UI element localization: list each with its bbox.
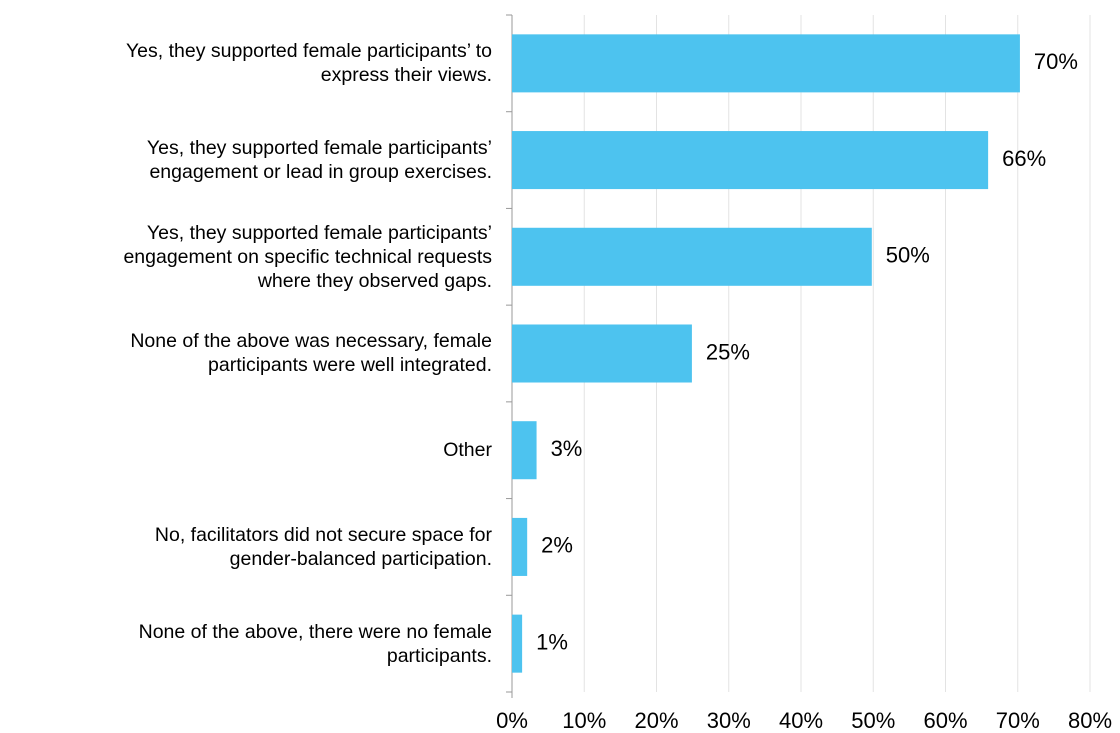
bar: [512, 131, 989, 190]
x-tick-label: 20%: [634, 708, 678, 733]
y-tick-label: Yes, they supported female participants’…: [125, 40, 492, 87]
data-label: 3%: [551, 436, 583, 461]
category-label-box: Yes, they supported female participants’…: [0, 112, 492, 209]
x-tick-label: 50%: [851, 708, 895, 733]
data-label: 70%: [1034, 49, 1078, 74]
bar: [512, 227, 872, 286]
y-tick-label: Yes, they supported female participants’…: [146, 137, 492, 184]
bar: [512, 324, 692, 383]
y-tick-label: Other: [443, 439, 492, 462]
x-tick-label: 10%: [562, 708, 606, 733]
category-label-box: None of the above, there were no female …: [0, 595, 492, 692]
category-label-box: No, facilitators did not secure space fo…: [0, 499, 492, 596]
y-tick-label: None of the above was necessary, female …: [130, 330, 492, 377]
y-tick-label: None of the above, there were no female …: [138, 620, 492, 667]
data-label: 66%: [1002, 146, 1046, 171]
category-label-box: Yes, they supported female participants’…: [0, 208, 492, 305]
bar: [512, 614, 523, 673]
category-label-box: Yes, they supported female participants’…: [0, 15, 492, 112]
data-label: 1%: [536, 629, 568, 654]
x-tick-label: 80%: [1068, 708, 1112, 733]
data-label: 2%: [541, 533, 573, 558]
data-label: 25%: [706, 339, 750, 364]
bar: [512, 517, 528, 576]
x-tick-label: 40%: [779, 708, 823, 733]
y-tick-label: Yes, they supported female participants’…: [123, 221, 492, 292]
x-tick-label: 30%: [707, 708, 751, 733]
bar: [512, 34, 1020, 93]
x-tick-label: 60%: [923, 708, 967, 733]
x-tick-label: 0%: [496, 708, 528, 733]
bar: [512, 421, 537, 480]
category-label-box: Other: [0, 402, 492, 499]
x-tick-label: 70%: [996, 708, 1040, 733]
y-tick-label: No, facilitators did not secure space fo…: [154, 523, 492, 570]
category-label-box: None of the above was necessary, female …: [0, 305, 492, 402]
data-label: 50%: [886, 243, 930, 268]
